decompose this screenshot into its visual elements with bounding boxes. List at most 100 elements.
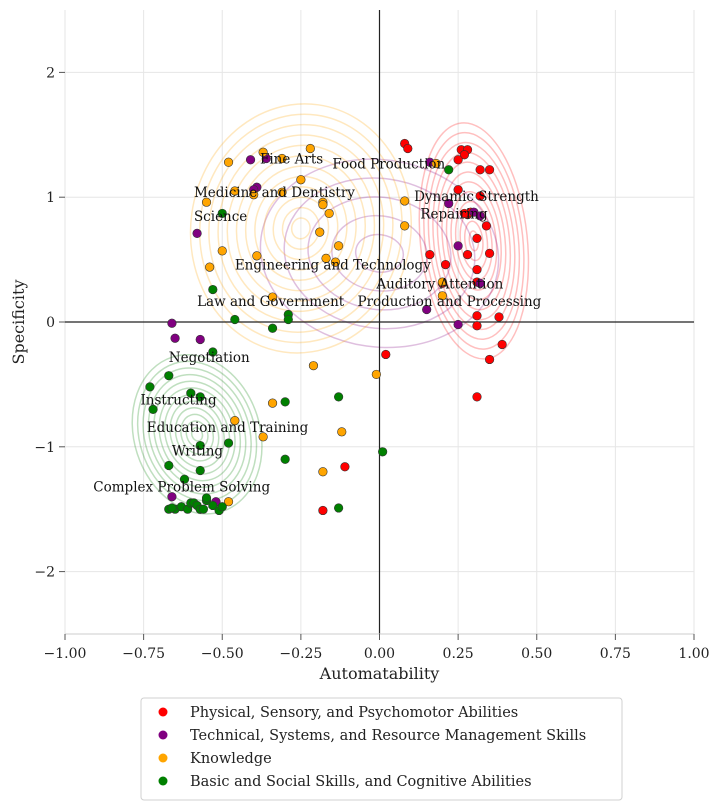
y-tick-label: 2 xyxy=(46,65,55,81)
data-point xyxy=(334,392,344,402)
data-point xyxy=(170,333,180,343)
kde-contour-line xyxy=(272,196,330,261)
data-point xyxy=(425,250,435,260)
data-point xyxy=(217,246,227,256)
data-point xyxy=(481,221,492,231)
data-point xyxy=(475,165,485,175)
data-point xyxy=(475,278,485,288)
data-point xyxy=(195,392,205,402)
data-point xyxy=(378,447,388,457)
y-tick-label: −1 xyxy=(34,440,55,456)
x-tick-label: 0.00 xyxy=(364,646,395,662)
x-tick-label: −0.50 xyxy=(201,646,244,662)
data-point xyxy=(252,251,262,261)
data-point xyxy=(164,460,174,471)
annotation-label: Education and Training xyxy=(147,420,309,436)
kde-contour-line xyxy=(235,155,367,302)
kde-contour-line xyxy=(180,413,215,455)
x-tick-label: −0.75 xyxy=(122,646,165,662)
kde-contour-line xyxy=(441,171,507,311)
data-point xyxy=(179,474,190,484)
y-tick-label: 0 xyxy=(46,315,55,331)
data-point xyxy=(208,347,218,357)
data-point xyxy=(305,143,315,154)
data-point xyxy=(277,187,287,197)
data-point xyxy=(400,196,410,206)
data-point xyxy=(308,361,319,371)
kde-contour-line xyxy=(354,233,405,273)
data-point xyxy=(340,462,350,472)
legend-marker xyxy=(158,753,168,763)
annotation-label: Food Production xyxy=(332,157,445,173)
kde-contour-line xyxy=(147,373,247,495)
x-tick-label: −1.00 xyxy=(44,646,87,662)
data-point xyxy=(453,241,463,251)
data-point xyxy=(277,153,287,164)
data-point xyxy=(148,404,158,414)
data-point xyxy=(453,185,463,195)
annotation-label: Medicine and Dentistry xyxy=(194,185,355,201)
data-point xyxy=(469,207,479,217)
data-point xyxy=(245,155,256,165)
annotation-label: Engineering and Technology xyxy=(235,258,431,274)
data-point xyxy=(208,500,218,511)
kde-contour-line xyxy=(427,141,521,340)
data-point xyxy=(431,158,441,169)
kde-contour-line xyxy=(208,123,394,333)
data-point xyxy=(267,398,278,408)
data-point xyxy=(484,248,495,258)
data-point xyxy=(318,200,328,210)
kde-contour-line xyxy=(307,196,452,311)
data-point xyxy=(223,438,234,448)
data-point xyxy=(249,190,259,200)
data-point xyxy=(472,321,482,331)
data-point xyxy=(167,503,177,513)
x-axis-title: Automatability xyxy=(319,664,440,683)
legend-label: Basic and Social Skills, and Cognitive A… xyxy=(190,774,532,790)
annotation-label: Auditory Attention xyxy=(375,276,503,292)
kde-contour-line xyxy=(190,426,204,442)
data-point xyxy=(371,369,381,380)
data-point xyxy=(475,191,485,201)
legend-marker xyxy=(158,776,168,786)
data-point xyxy=(453,319,463,330)
data-point xyxy=(315,227,325,237)
data-point xyxy=(186,388,196,398)
kde-contour-line xyxy=(263,186,339,271)
data-point xyxy=(258,432,268,442)
data-point xyxy=(484,165,495,175)
y-tick-label: −2 xyxy=(34,565,55,581)
data-point xyxy=(167,492,177,502)
kde-contour-line xyxy=(259,158,500,349)
kde-contour-line xyxy=(290,217,311,240)
x-tick-label: 0.50 xyxy=(521,646,552,662)
data-point xyxy=(167,318,177,328)
annotation-label: Complex Problem Solving xyxy=(93,480,270,496)
data-point xyxy=(318,467,328,477)
kde-contour-line xyxy=(198,113,403,344)
data-point xyxy=(195,440,205,451)
data-point xyxy=(230,186,240,196)
annotation-label: Negotiation xyxy=(169,350,250,366)
kde-contour-line xyxy=(450,190,498,291)
kde-contour-line xyxy=(169,400,225,469)
annotation-label: Science xyxy=(194,209,247,225)
annotation-label: Fine Arts xyxy=(260,152,323,168)
data-point xyxy=(444,165,454,175)
y-axis-title: Specificity xyxy=(9,280,28,365)
data-point xyxy=(230,415,240,426)
kde-contour-line xyxy=(436,161,511,321)
data-point xyxy=(403,143,413,154)
data-point xyxy=(422,304,432,315)
data-point xyxy=(201,493,212,503)
kde-contour-line xyxy=(445,181,502,301)
legend-marker xyxy=(158,707,168,717)
data-point xyxy=(223,157,234,167)
annotation-label: Production and Processing xyxy=(357,294,541,310)
reference-lines xyxy=(65,10,694,634)
data-points xyxy=(145,138,507,516)
data-point xyxy=(334,503,344,513)
kde-contour-line xyxy=(423,131,525,350)
data-point xyxy=(192,228,202,238)
